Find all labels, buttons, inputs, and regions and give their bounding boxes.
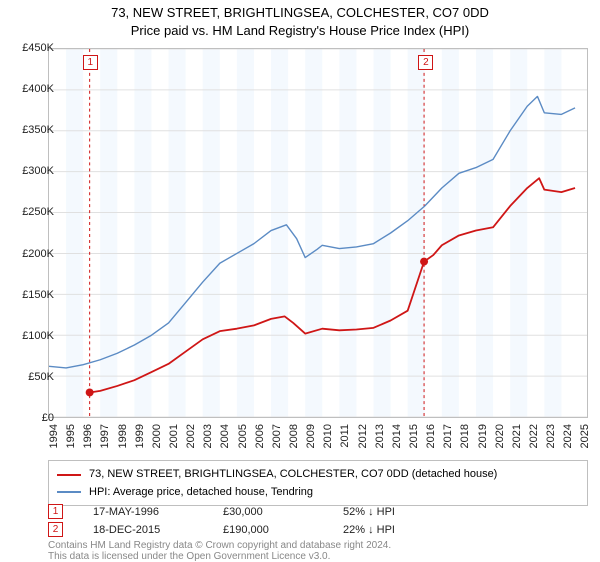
transaction-pct: 22% ↓ HPI <box>343 524 395 536</box>
x-axis-tick: 2000 <box>151 424 163 448</box>
x-axis-tick: 2006 <box>254 424 266 448</box>
y-axis-tick: £250K <box>22 206 54 218</box>
x-axis-tick: 2004 <box>219 424 231 448</box>
legend-label: HPI: Average price, detached house, Tend… <box>89 484 313 502</box>
x-axis-tick: 2021 <box>511 424 523 448</box>
transaction-marker: 2 <box>48 522 63 537</box>
chart-svg <box>49 49 587 417</box>
legend-row: 73, NEW STREET, BRIGHTLINGSEA, COLCHESTE… <box>57 466 579 484</box>
footnote: Contains HM Land Registry data © Crown c… <box>48 540 588 562</box>
legend-row: HPI: Average price, detached house, Tend… <box>57 484 579 502</box>
x-axis-tick: 2019 <box>477 424 489 448</box>
y-axis-tick: £100K <box>22 330 54 342</box>
transaction-price: £30,000 <box>223 506 343 518</box>
transaction-pct: 52% ↓ HPI <box>343 506 395 518</box>
x-axis-tick: 2018 <box>459 424 471 448</box>
footnote-line-2: This data is licensed under the Open Gov… <box>48 551 330 562</box>
transaction-row: 1 17-MAY-1996 £30,000 52% ↓ HPI <box>48 504 588 519</box>
y-axis-tick: £50K <box>28 371 54 383</box>
legend-box: 73, NEW STREET, BRIGHTLINGSEA, COLCHESTE… <box>48 460 588 506</box>
y-axis-tick: £300K <box>22 165 54 177</box>
x-axis-tick: 1995 <box>65 424 77 448</box>
y-axis-tick: £450K <box>22 42 54 54</box>
x-axis-tick: 2013 <box>374 424 386 448</box>
x-axis-tick: 1997 <box>99 424 111 448</box>
transaction-date: 18-DEC-2015 <box>93 524 223 536</box>
legend-label: 73, NEW STREET, BRIGHTLINGSEA, COLCHESTE… <box>89 466 497 484</box>
x-axis-tick: 1999 <box>134 424 146 448</box>
x-axis-tick: 2015 <box>408 424 420 448</box>
transaction-marker-on-chart: 1 <box>83 55 98 70</box>
title-line-1: 73, NEW STREET, BRIGHTLINGSEA, COLCHESTE… <box>0 4 600 22</box>
x-axis-tick: 1996 <box>82 424 94 448</box>
footnote-line-1: Contains HM Land Registry data © Crown c… <box>48 540 391 551</box>
x-axis-tick: 2016 <box>425 424 437 448</box>
y-axis-tick: £150K <box>22 289 54 301</box>
x-axis-tick: 1994 <box>48 424 60 448</box>
chart-plot-area: 12 <box>48 48 588 418</box>
y-axis-tick: £350K <box>22 124 54 136</box>
x-axis-tick: 2024 <box>562 424 574 448</box>
x-axis-tick: 1998 <box>117 424 129 448</box>
x-axis-tick: 2022 <box>528 424 540 448</box>
y-axis-tick: £0 <box>42 412 54 424</box>
transaction-marker: 1 <box>48 504 63 519</box>
x-axis-tick: 2007 <box>271 424 283 448</box>
legend-swatch-hpi <box>57 491 81 493</box>
x-axis-tick: 2023 <box>545 424 557 448</box>
title-line-2: Price paid vs. HM Land Registry's House … <box>0 22 600 40</box>
chart-title: 73, NEW STREET, BRIGHTLINGSEA, COLCHESTE… <box>0 0 600 39</box>
transaction-row: 2 18-DEC-2015 £190,000 22% ↓ HPI <box>48 522 588 537</box>
x-axis-tick: 2012 <box>357 424 369 448</box>
x-axis-tick: 2009 <box>305 424 317 448</box>
x-axis-tick: 2010 <box>322 424 334 448</box>
x-axis-tick: 2002 <box>185 424 197 448</box>
x-axis-tick: 2025 <box>579 424 591 448</box>
x-axis-tick: 2014 <box>391 424 403 448</box>
y-axis-tick: £200K <box>22 248 54 260</box>
y-axis-tick: £400K <box>22 83 54 95</box>
chart-container: 73, NEW STREET, BRIGHTLINGSEA, COLCHESTE… <box>0 0 600 560</box>
x-axis-tick: 2011 <box>339 424 351 448</box>
transaction-marker-on-chart: 2 <box>418 55 433 70</box>
x-axis-tick: 2020 <box>494 424 506 448</box>
legend-swatch-property <box>57 474 81 476</box>
x-axis-tick: 2017 <box>442 424 454 448</box>
x-axis-tick: 2005 <box>237 424 249 448</box>
x-axis-tick: 2008 <box>288 424 300 448</box>
transaction-price: £190,000 <box>223 524 343 536</box>
x-axis-tick: 2003 <box>202 424 214 448</box>
transaction-date: 17-MAY-1996 <box>93 506 223 518</box>
x-axis-tick: 2001 <box>168 424 180 448</box>
